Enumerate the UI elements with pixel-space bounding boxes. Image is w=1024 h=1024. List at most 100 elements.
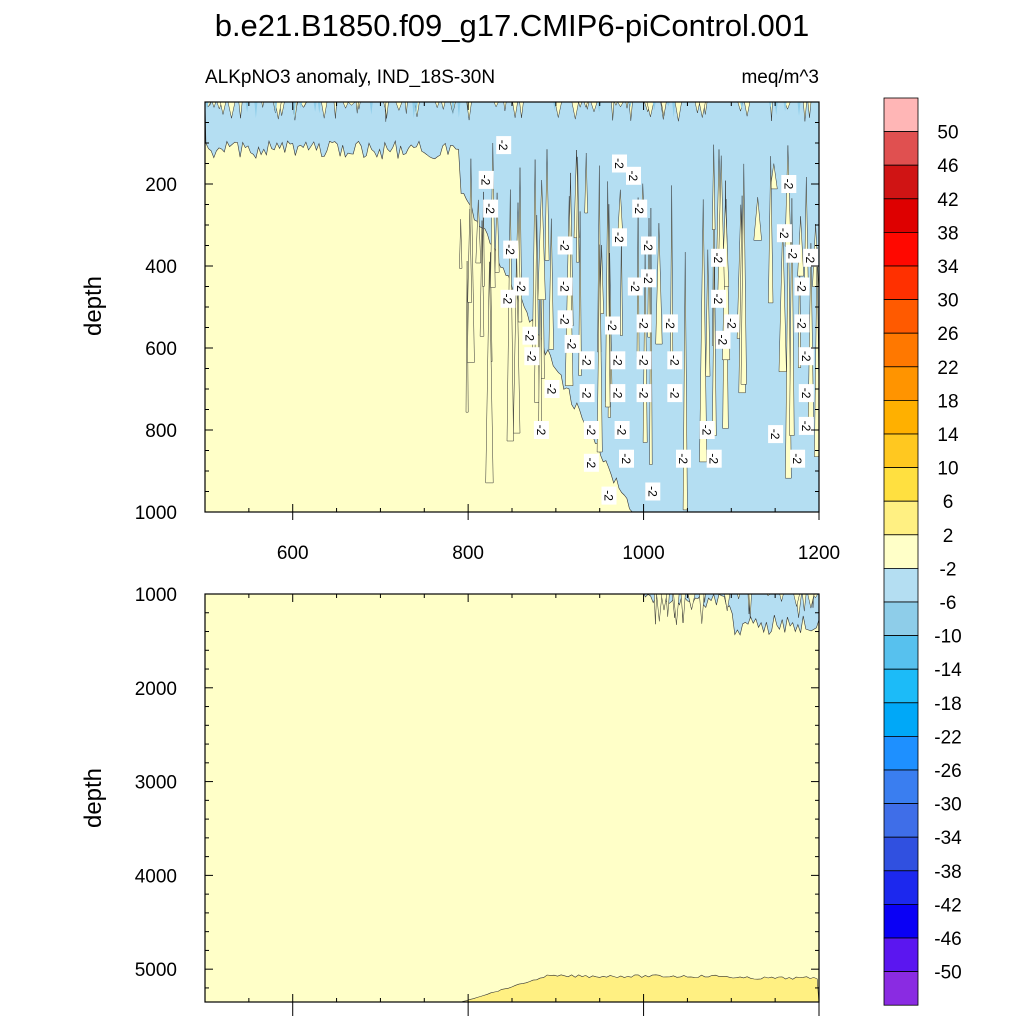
contour-label: -2 [564, 334, 580, 353]
svg-text:-2: -2 [479, 175, 493, 186]
colorbar-swatch [883, 265, 919, 300]
colorbar-level-label: 2 [943, 526, 954, 547]
svg-text:-2: -2 [632, 203, 646, 214]
contour-label: -2 [503, 240, 519, 259]
svg-text:-2: -2 [503, 244, 517, 255]
positive-anomaly-streak [544, 149, 550, 261]
contour-label: -2 [614, 421, 630, 439]
svg-text:-2: -2 [534, 425, 548, 436]
svg-text:-2: -2 [584, 457, 598, 468]
lower-panel: 1000 2000 3000 4000 5000 depth [80, 585, 820, 1016]
lower-positive-anomaly-streak [779, 594, 784, 602]
surface-negative-streak [666, 102, 670, 107]
positive-anomaly-streak [705, 249, 711, 377]
positive-anomaly-streak [605, 181, 611, 408]
surface-anomaly-streak [404, 102, 408, 114]
contour-label: -2 [557, 236, 573, 255]
surface-anomaly-streak [355, 102, 359, 114]
surface-anomaly-streak [803, 102, 807, 122]
colorbar-swatch [883, 164, 919, 200]
contour-label: -2 [619, 449, 634, 468]
lower-anomaly-fill [460, 594, 819, 1002]
svg-text:-2: -2 [580, 388, 594, 399]
contour-label: -2 [781, 175, 797, 193]
colorbar-level-label: -26 [934, 761, 961, 782]
surface-negative-streak [317, 102, 321, 114]
lower-positive-anomaly-streak [660, 594, 668, 611]
y-tick-label: 400 [145, 257, 177, 278]
y-tick-label: 200 [145, 175, 177, 196]
contour-label: -2 [662, 314, 678, 333]
surface-negative-streak [412, 102, 416, 119]
colorbar-swatch [883, 736, 919, 771]
svg-text:-2: -2 [786, 248, 800, 259]
upper-panel: -2 -2 -2 -2 -2 -2 -2 -2 -2 -2 -2 -2 -2 -2 -2 -2 -2 -2 -2 -2… [80, 101, 840, 564]
svg-text:-2: -2 [716, 334, 730, 345]
positive-anomaly-streak [548, 218, 554, 350]
y-tick-label: 4000 [135, 866, 177, 887]
surface-anomaly-streak [674, 102, 682, 122]
svg-text:-2: -2 [724, 318, 738, 329]
contour-label: -2 [533, 421, 549, 439]
positive-anomaly-streak [475, 199, 481, 264]
surface-anomaly-streak [611, 102, 615, 121]
colorbar-level-label: -38 [934, 862, 961, 883]
contour-label: -2 [768, 425, 784, 444]
surface-anomaly-streak [441, 102, 446, 110]
colorbar-level-label: -46 [934, 929, 961, 950]
colorbar-level-label: 30 [937, 291, 958, 312]
upper-y-axis-label: depth [80, 276, 107, 336]
surface-anomaly-streak [661, 102, 667, 117]
contour-label: -2 [667, 351, 683, 370]
y-tick-label: 800 [145, 421, 177, 442]
upper-contour-labels: -2 -2 -2 -2 -2 -2 -2 -2 -2 -2 -2 -2 -2 -2 -2 -2 -2 -2 -2 -2… [478, 136, 819, 505]
contour-label: -2 [715, 330, 731, 349]
svg-text:-2: -2 [768, 429, 782, 440]
colorbar-swatch [883, 332, 919, 368]
surface-negative-streak [245, 102, 249, 113]
svg-text:-2: -2 [558, 240, 572, 251]
surface-anomaly-streak [503, 102, 507, 111]
colorbar-swatch [883, 366, 919, 401]
x-tick-label: 1000 [622, 543, 664, 564]
svg-text:-2: -2 [711, 252, 725, 263]
surface-anomaly-streak [617, 102, 624, 108]
contour-label: -2 [645, 482, 661, 501]
surface-negative-streak [414, 102, 418, 115]
contour-label: -2 [803, 248, 819, 267]
contour-label: -2 [524, 347, 540, 366]
surface-anomaly-streak [220, 102, 227, 115]
colorbar-swatch [883, 668, 919, 704]
colorbar-level-label: 22 [937, 358, 958, 379]
positive-anomaly-bottom-band [460, 974, 819, 1002]
surface-anomaly-streak [614, 102, 618, 106]
contour-label: -2 [583, 453, 599, 472]
x-tick-label: 800 [452, 543, 484, 564]
surface-negative-streak [313, 102, 317, 112]
surface-negative-streak [628, 102, 632, 108]
y-tick-label: 1000 [135, 503, 177, 524]
upper-axis-ticks: 600 800 1000 1200 200 400 600 800 1000 [135, 102, 840, 564]
contour-label: -2 [601, 486, 617, 505]
surface-negative-streak [292, 102, 296, 121]
colorbar-level-label: 34 [937, 257, 959, 278]
svg-text:-2: -2 [602, 490, 616, 501]
positive-anomaly-streak [712, 144, 716, 230]
contour-label: -2 [790, 449, 806, 468]
surface-anomaly-streak [512, 102, 518, 118]
contour-label: -2 [776, 224, 792, 243]
surface-negative-streak [274, 102, 278, 115]
surface-anomaly-streak [261, 102, 264, 108]
surface-negative-streak [768, 102, 772, 109]
colorbar-level-label: 26 [937, 324, 958, 345]
svg-text:-2: -2 [803, 252, 817, 263]
x-tick-label: 600 [277, 543, 309, 564]
svg-text:-2: -2 [628, 281, 642, 292]
colorbar-swatch [883, 635, 919, 670]
lower-y-axis-label: depth [80, 768, 107, 828]
surface-negative-streak [457, 102, 461, 118]
svg-text:-2: -2 [612, 158, 626, 169]
colorbar-swatch [883, 231, 919, 267]
surface-anomaly-streak [625, 102, 629, 109]
lower-positive-anomaly-streak [748, 594, 752, 619]
